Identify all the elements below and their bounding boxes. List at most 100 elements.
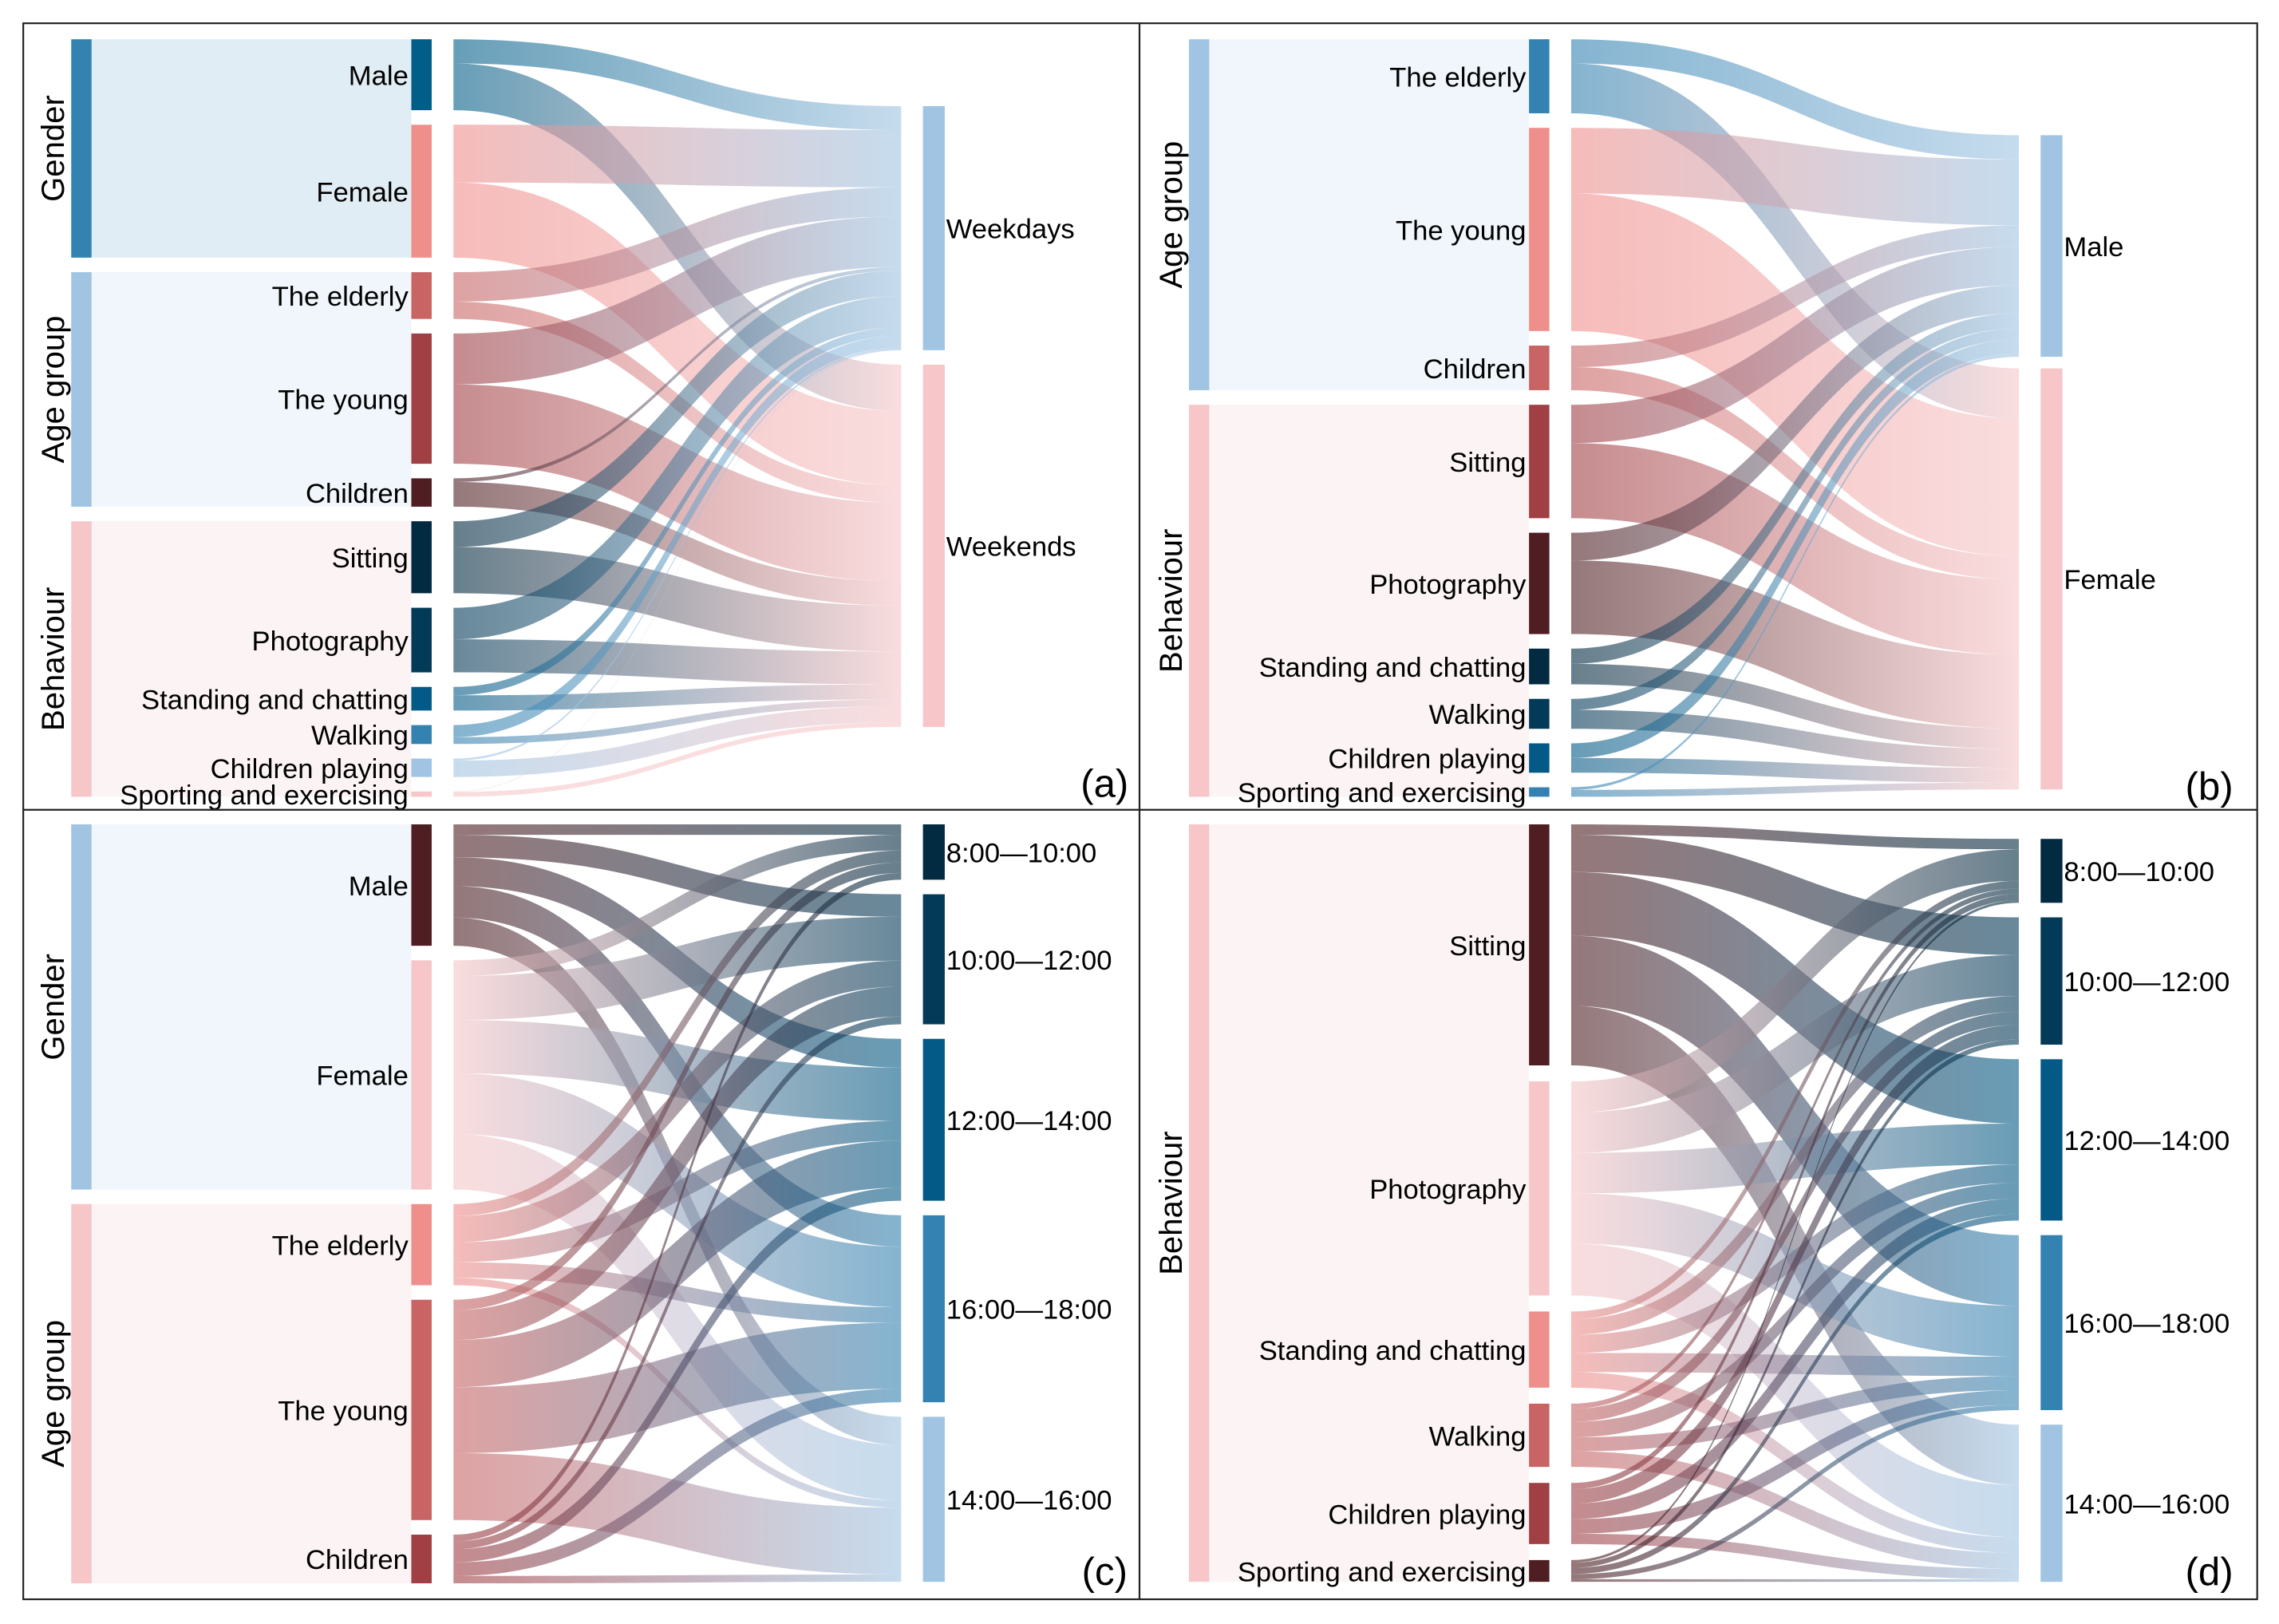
group-background <box>91 272 412 507</box>
source-node <box>1529 1403 1550 1468</box>
flow-link <box>453 39 902 130</box>
flow-link <box>1570 560 2019 729</box>
flow-link <box>453 327 902 696</box>
source-node-label: Female <box>316 177 408 207</box>
group-label: Behaviour <box>36 587 71 731</box>
group-bar <box>1188 39 1210 390</box>
flow-link <box>1570 1376 2019 1452</box>
flow-link <box>453 1187 902 1563</box>
target-node <box>922 1215 945 1403</box>
target-node <box>922 824 945 880</box>
flow-link <box>453 124 902 188</box>
source-node <box>411 521 432 594</box>
source-node <box>1529 1559 1550 1583</box>
group-label: Age group <box>36 1320 71 1468</box>
source-node-label: Children <box>306 1545 409 1575</box>
flow-link <box>1570 354 2019 790</box>
flow-link <box>453 960 902 1243</box>
flow-link <box>1570 1193 2019 1357</box>
flow-link <box>1570 894 2019 1489</box>
target-node-label: 10:00—12:00 <box>2064 967 2230 998</box>
flow-link <box>1570 1006 2019 1485</box>
group-bar <box>71 824 92 1190</box>
source-node <box>1529 648 1550 685</box>
flow-link <box>1570 1390 2019 1534</box>
source-node <box>1529 39 1550 113</box>
flow-link <box>1570 849 2019 1113</box>
target-node-label: 12:00—14:00 <box>2064 1126 2230 1156</box>
source-node-label: Standing and chatting <box>1259 653 1527 683</box>
flow-link <box>1570 39 2019 160</box>
flow-link <box>1570 709 2019 769</box>
target-node-label: 10:00—12:00 <box>946 946 1112 976</box>
flow-link <box>1570 757 2019 783</box>
flow-link <box>453 1020 902 1121</box>
flow-link <box>1570 1198 2019 1519</box>
source-node <box>411 791 432 797</box>
group-label: Behaviour <box>1154 1131 1189 1274</box>
target-node <box>922 365 945 727</box>
target-node-label: 12:00—14:00 <box>946 1106 1112 1136</box>
source-node-label: Walking <box>1429 700 1527 730</box>
target-node <box>922 105 945 350</box>
flow-link <box>453 835 902 977</box>
source-node-label: Children <box>1424 354 1527 385</box>
flow-link <box>1570 285 2019 561</box>
flow-link <box>453 705 902 777</box>
flow-link <box>453 824 902 836</box>
target-node-label: Weekends <box>946 532 1076 563</box>
flow-link <box>453 547 902 652</box>
source-node <box>411 758 432 777</box>
target-node <box>2040 839 2063 903</box>
flow-link <box>453 347 902 761</box>
group-bar <box>1188 824 1210 1583</box>
flow-link <box>1570 834 2019 955</box>
source-node <box>411 1534 432 1583</box>
links <box>1570 39 2019 797</box>
source-node-label: Photography <box>1369 1175 1527 1205</box>
source-node-label: The elderly <box>272 1231 409 1261</box>
source-node <box>1529 405 1550 519</box>
source-node <box>411 39 432 111</box>
source-node <box>1529 1483 1550 1544</box>
flow-link <box>1570 328 2019 710</box>
flow-link <box>1570 888 2019 1409</box>
source-node-label: Walking <box>1429 1421 1527 1452</box>
group-background <box>1209 39 1530 390</box>
flow-link <box>1570 1011 2019 1422</box>
source-node-label: Children playing <box>1328 1500 1526 1530</box>
flow-link <box>1570 880 2019 1320</box>
flow-link <box>1570 247 2019 444</box>
group-label: Behaviour <box>1154 529 1189 673</box>
group-bar <box>71 521 92 797</box>
target-node-label: 14:00—16:00 <box>2064 1489 2230 1519</box>
source-node <box>1529 743 1550 773</box>
flow-link <box>453 916 902 1021</box>
source-node <box>411 1203 432 1286</box>
flow-link <box>453 271 902 547</box>
target-node-label: Weekdays <box>946 215 1075 245</box>
group-label: Age group <box>36 316 71 464</box>
source-node-label: Male <box>349 61 409 91</box>
source-node-label: Sporting and exercising <box>120 780 409 811</box>
flow-link <box>1570 954 2019 1153</box>
target-node <box>922 1417 945 1583</box>
group-background <box>91 824 412 1190</box>
target-node <box>922 894 945 1025</box>
flow-link <box>453 1322 902 1453</box>
source-node-label: The young <box>278 385 409 415</box>
source-node-label: Sporting and exercising <box>1238 1557 1527 1587</box>
target-node <box>2040 1059 2063 1221</box>
source-node <box>1529 787 1550 797</box>
source-node <box>411 960 432 1190</box>
source-node-label: Photography <box>252 626 409 657</box>
target-node <box>2040 368 2063 790</box>
target-node-label: 16:00—18:00 <box>2064 1309 2230 1339</box>
source-node-label: Photography <box>1369 570 1527 600</box>
source-node-label: Sitting <box>332 543 409 574</box>
panel-c: Gender Age group Male Female The elderly The … <box>36 824 1128 1594</box>
links <box>453 824 902 1583</box>
source-node-label: The elderly <box>1389 62 1527 93</box>
target-node-label: 8:00—10:00 <box>946 838 1097 868</box>
